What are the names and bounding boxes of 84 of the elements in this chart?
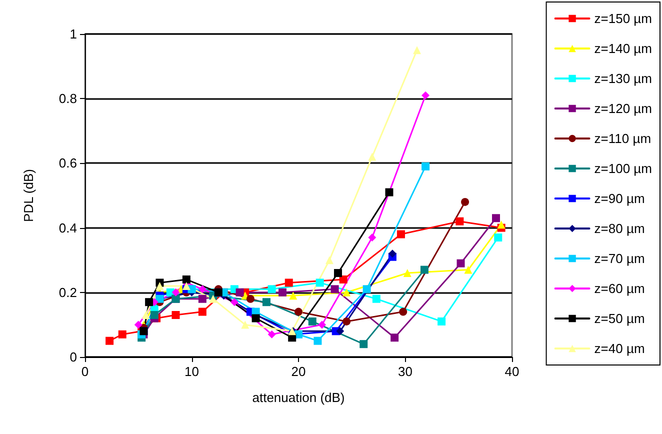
point	[252, 314, 260, 322]
point	[209, 294, 218, 303]
legend-label: z=140 µm	[594, 41, 652, 56]
y-axis-title: PDL (dB)	[21, 169, 36, 222]
legend-label: z=100 µm	[594, 161, 652, 176]
point	[399, 308, 408, 316]
point	[268, 330, 276, 338]
point	[342, 288, 351, 296]
point	[278, 288, 286, 296]
legend-label: z=40 µm	[594, 341, 645, 356]
point	[314, 336, 322, 345]
x-tick-label: 20	[291, 364, 306, 379]
x-tick-label: 10	[184, 364, 199, 379]
point	[150, 311, 158, 320]
point	[372, 294, 380, 303]
point	[318, 320, 326, 329]
legend-label: z=80 µm	[594, 221, 645, 236]
point	[497, 220, 506, 229]
point	[246, 294, 254, 303]
x-tick-label: 40	[504, 364, 520, 379]
legend-label: z=50 µm	[594, 311, 645, 326]
point	[118, 330, 126, 338]
y-tick-label: 1	[70, 26, 77, 42]
point	[422, 162, 430, 170]
point	[134, 320, 142, 329]
legend-label: z=110 µm	[594, 131, 652, 146]
point	[339, 275, 348, 284]
point	[456, 259, 465, 268]
point	[230, 298, 238, 306]
point	[156, 282, 164, 290]
point	[422, 91, 430, 100]
point	[385, 188, 394, 196]
point	[330, 285, 339, 294]
legend-label: z=90 µm	[594, 191, 645, 206]
y-tick-label: 0	[70, 350, 77, 364]
x-tick-label: 30	[398, 364, 412, 379]
point	[336, 327, 344, 336]
point	[368, 233, 376, 242]
legend-label: z=120 µm	[594, 101, 652, 116]
point	[241, 320, 250, 329]
point	[456, 217, 464, 226]
point	[325, 256, 334, 264]
point	[342, 317, 351, 326]
point	[420, 266, 428, 274]
point	[198, 308, 206, 316]
legend-label: z=130 µm	[594, 71, 652, 86]
legend-label: z=150 µm	[594, 11, 652, 26]
point	[294, 308, 302, 316]
point	[198, 285, 206, 294]
point	[289, 292, 298, 300]
point	[145, 298, 154, 306]
point	[308, 317, 316, 326]
legend-label: z=70 µm	[594, 251, 645, 266]
y-tick-label: 0.6	[58, 156, 77, 171]
x-tick-label: 0	[81, 364, 89, 379]
point	[412, 46, 421, 54]
point	[360, 340, 368, 348]
point	[494, 233, 502, 242]
point	[388, 250, 396, 258]
point	[403, 269, 412, 278]
point	[284, 278, 293, 287]
point	[142, 311, 150, 320]
point	[368, 152, 376, 161]
point	[236, 288, 244, 296]
point	[390, 334, 399, 342]
point	[316, 278, 324, 287]
point	[492, 214, 500, 222]
point	[334, 269, 342, 278]
y-tick-label: 0.4	[58, 220, 77, 236]
point	[464, 266, 472, 274]
point	[262, 298, 270, 306]
point	[106, 336, 114, 345]
x-axis-title: attenuation (dB)	[252, 390, 345, 405]
point	[438, 317, 446, 326]
point	[198, 294, 206, 303]
point	[172, 311, 180, 320]
legend-label: z=60 µm	[594, 281, 645, 296]
y-tick-label: 0.8	[58, 91, 77, 106]
point	[172, 288, 180, 296]
point	[362, 285, 371, 294]
point	[268, 285, 276, 294]
point	[396, 230, 405, 238]
y-tick-label: 0.2	[58, 284, 77, 300]
point	[461, 198, 470, 206]
